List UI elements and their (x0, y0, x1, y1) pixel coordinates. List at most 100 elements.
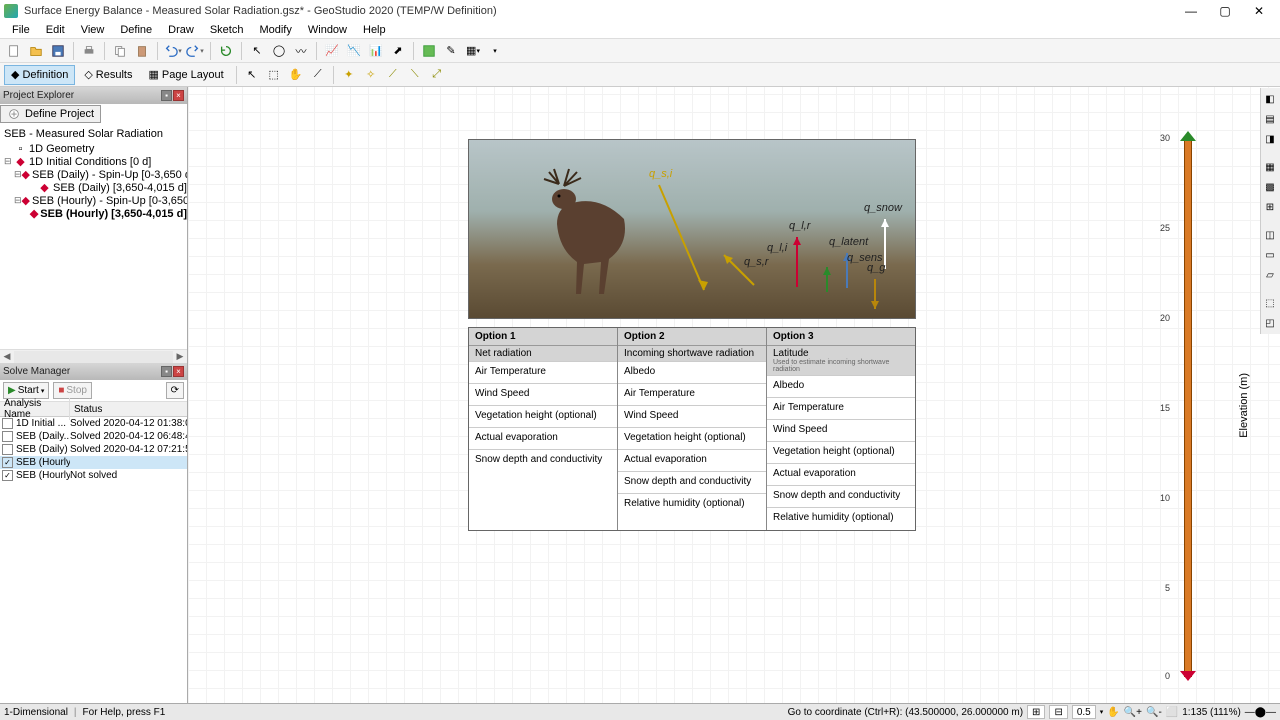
start-button[interactable]: ▶Start▾ (3, 382, 49, 399)
tab-definition[interactable]: ◆Definition (4, 65, 75, 85)
rtool-8[interactable]: ▭ (1261, 246, 1279, 264)
pin-icon-2[interactable]: ▪ (161, 366, 172, 377)
tool-lasso[interactable]: ◯ (269, 41, 289, 61)
stop-button[interactable]: ■Stop (53, 382, 92, 399)
solve-row[interactable]: ✓SEB (Hourly)Not solved (0, 469, 187, 482)
tool-line3[interactable]: ⤢ (427, 65, 447, 85)
tool-pointer[interactable]: ↖ (247, 41, 267, 61)
drawing-canvas[interactable]: q_s,i q_l,r q_snow q_l,i q_latent q_sens… (188, 87, 1280, 707)
menu-draw[interactable]: Draw (162, 24, 200, 36)
rtool-2[interactable]: ▤ (1261, 110, 1279, 128)
soil-bottom-marker (1180, 671, 1196, 681)
undo-button[interactable]: ▾ (163, 41, 183, 61)
menu-help[interactable]: Help (357, 24, 392, 36)
solve-row[interactable]: 1D Initial ...Solved 2020-04-12 01:38:02… (0, 417, 187, 430)
solve-row[interactable]: ✓SEB (Hourly) - Spin-Up ... d (0, 456, 187, 469)
axis-tick: 30 (1150, 133, 1170, 143)
solve-header-status[interactable]: Status (70, 404, 187, 415)
rtool-1[interactable]: ◧ (1261, 90, 1279, 108)
tool-graph2[interactable]: 📉 (344, 41, 364, 61)
tool-graph4[interactable]: ⬈ (388, 41, 408, 61)
tool-graph1[interactable]: 📈 (322, 41, 342, 61)
sb-zoom-in[interactable]: 🔍+ (1124, 707, 1142, 718)
sb-zoom-out[interactable]: 🔍- (1146, 707, 1162, 718)
menu-edit[interactable]: Edit (40, 24, 71, 36)
rtool-11[interactable]: ◰ (1261, 314, 1279, 332)
tree-root[interactable]: SEB - Measured Solar Radiation (0, 126, 187, 142)
refresh-button[interactable] (216, 41, 236, 61)
axis-tick: 25 (1150, 223, 1170, 233)
menu-modify[interactable]: Modify (253, 24, 297, 36)
pin-icon[interactable]: ▪ (161, 90, 172, 101)
tree-item-hourly-spinup[interactable]: ⊟◆SEB (Hourly) - Spin-Up [0-3,650 d] (0, 194, 187, 207)
tool-line2[interactable]: ⟍ (405, 65, 425, 85)
solve-row[interactable]: SEB (Daily)Solved 2020-04-12 07:21:50 PM (0, 443, 187, 456)
diagram-image: q_s,i q_l,r q_snow q_l,i q_latent q_sens… (468, 139, 916, 319)
close-panel-icon[interactable]: × (173, 90, 184, 101)
rtool-6[interactable]: ⊞ (1261, 198, 1279, 216)
close-panel-icon-2[interactable]: × (173, 366, 184, 377)
soil-column (1184, 137, 1192, 677)
solve-refresh-button[interactable]: ⟳ (166, 382, 184, 399)
tool-graph3[interactable]: 📊 (366, 41, 386, 61)
soil-top-marker (1180, 131, 1196, 141)
sb-scale[interactable]: 0.5 (1072, 705, 1096, 719)
rtool-3[interactable]: ◨ (1261, 130, 1279, 148)
sb-pan-icon[interactable]: ✋ (1107, 707, 1119, 718)
tool-measure[interactable]: ⟋ (308, 65, 328, 85)
sb-zoom-slider[interactable]: —⬤— (1245, 707, 1276, 718)
tab-results[interactable]: ◇Results (77, 65, 139, 85)
open-button[interactable] (26, 41, 46, 61)
tool-line1[interactable]: ⟋ (383, 65, 403, 85)
menu-define[interactable]: Define (114, 24, 158, 36)
menu-sketch[interactable]: Sketch (204, 24, 250, 36)
redo-button[interactable]: ▾ (185, 41, 205, 61)
tool-grid[interactable]: ▦▾ (463, 41, 483, 61)
tool-chart[interactable] (419, 41, 439, 61)
label-qlatent: q_latent (829, 236, 868, 248)
sb-grid[interactable]: ⊟ (1049, 705, 1067, 719)
sb-mode: 1-Dimensional (4, 707, 68, 718)
tool-point1[interactable]: ✦ (339, 65, 359, 85)
rtool-4[interactable]: ▦ (1261, 158, 1279, 176)
tool-select[interactable]: ↖ (242, 65, 262, 85)
tool-zoom-select[interactable]: ⬚ (264, 65, 284, 85)
minimize-button[interactable]: — (1174, 1, 1208, 21)
tree-item-initial[interactable]: ⊟◆1D Initial Conditions [0 d] (0, 155, 187, 168)
solve-header-name[interactable]: Analysis Name (0, 398, 70, 420)
sb-zoom-fit[interactable]: ⬜ (1166, 707, 1178, 718)
paste-button[interactable] (132, 41, 152, 61)
tool-picker[interactable]: ✎ (441, 41, 461, 61)
rtool-7[interactable]: ◫ (1261, 226, 1279, 244)
close-button[interactable]: ✕ (1242, 1, 1276, 21)
tree-item-hourly[interactable]: ◆SEB (Hourly) [3,650-4,015 d] (0, 207, 187, 220)
project-explorer-header: Project Explorer ▪× (0, 87, 187, 104)
copy-button[interactable] (110, 41, 130, 61)
sb-snap[interactable]: ⊞ (1027, 705, 1045, 719)
menu-view[interactable]: View (75, 24, 111, 36)
solve-row[interactable]: SEB (Daily...Solved 2020-04-12 06:48:42 … (0, 430, 187, 443)
maximize-button[interactable]: ▢ (1208, 1, 1242, 21)
project-tree: SEB - Measured Solar Radiation ▫1D Geome… (0, 124, 187, 349)
solve-table: Analysis Name Status 1D Initial ...Solve… (0, 402, 187, 707)
tab-page-layout[interactable]: ▦Page Layout (141, 65, 230, 85)
tree-item-daily[interactable]: ◆SEB (Daily) [3,650-4,015 d] (0, 181, 187, 194)
axis-tick: 0 (1150, 671, 1170, 681)
tool-pan[interactable]: ✋ (286, 65, 306, 85)
tree-item-geometry[interactable]: ▫1D Geometry (0, 142, 187, 155)
menu-file[interactable]: File (6, 24, 36, 36)
new-button[interactable] (4, 41, 24, 61)
tool-point2[interactable]: ✧ (361, 65, 381, 85)
define-project-button[interactable]: Define Project (0, 105, 101, 123)
save-button[interactable] (48, 41, 68, 61)
rtool-9[interactable]: ▱ (1261, 266, 1279, 284)
tool-more[interactable]: ▾ (485, 41, 505, 61)
rtool-5[interactable]: ▩ (1261, 178, 1279, 196)
rtool-10[interactable]: ⬚ (1261, 294, 1279, 312)
menu-window[interactable]: Window (302, 24, 353, 36)
print-button[interactable] (79, 41, 99, 61)
statusbar: 1-Dimensional | For Help, press F1 Go to… (0, 703, 1280, 720)
tree-scrollbar[interactable]: ◀▶ (0, 349, 187, 363)
tree-item-daily-spinup[interactable]: ⊟◆SEB (Daily) - Spin-Up [0-3,650 d] (0, 168, 187, 181)
tool-curve[interactable]: 〰 (291, 41, 311, 61)
